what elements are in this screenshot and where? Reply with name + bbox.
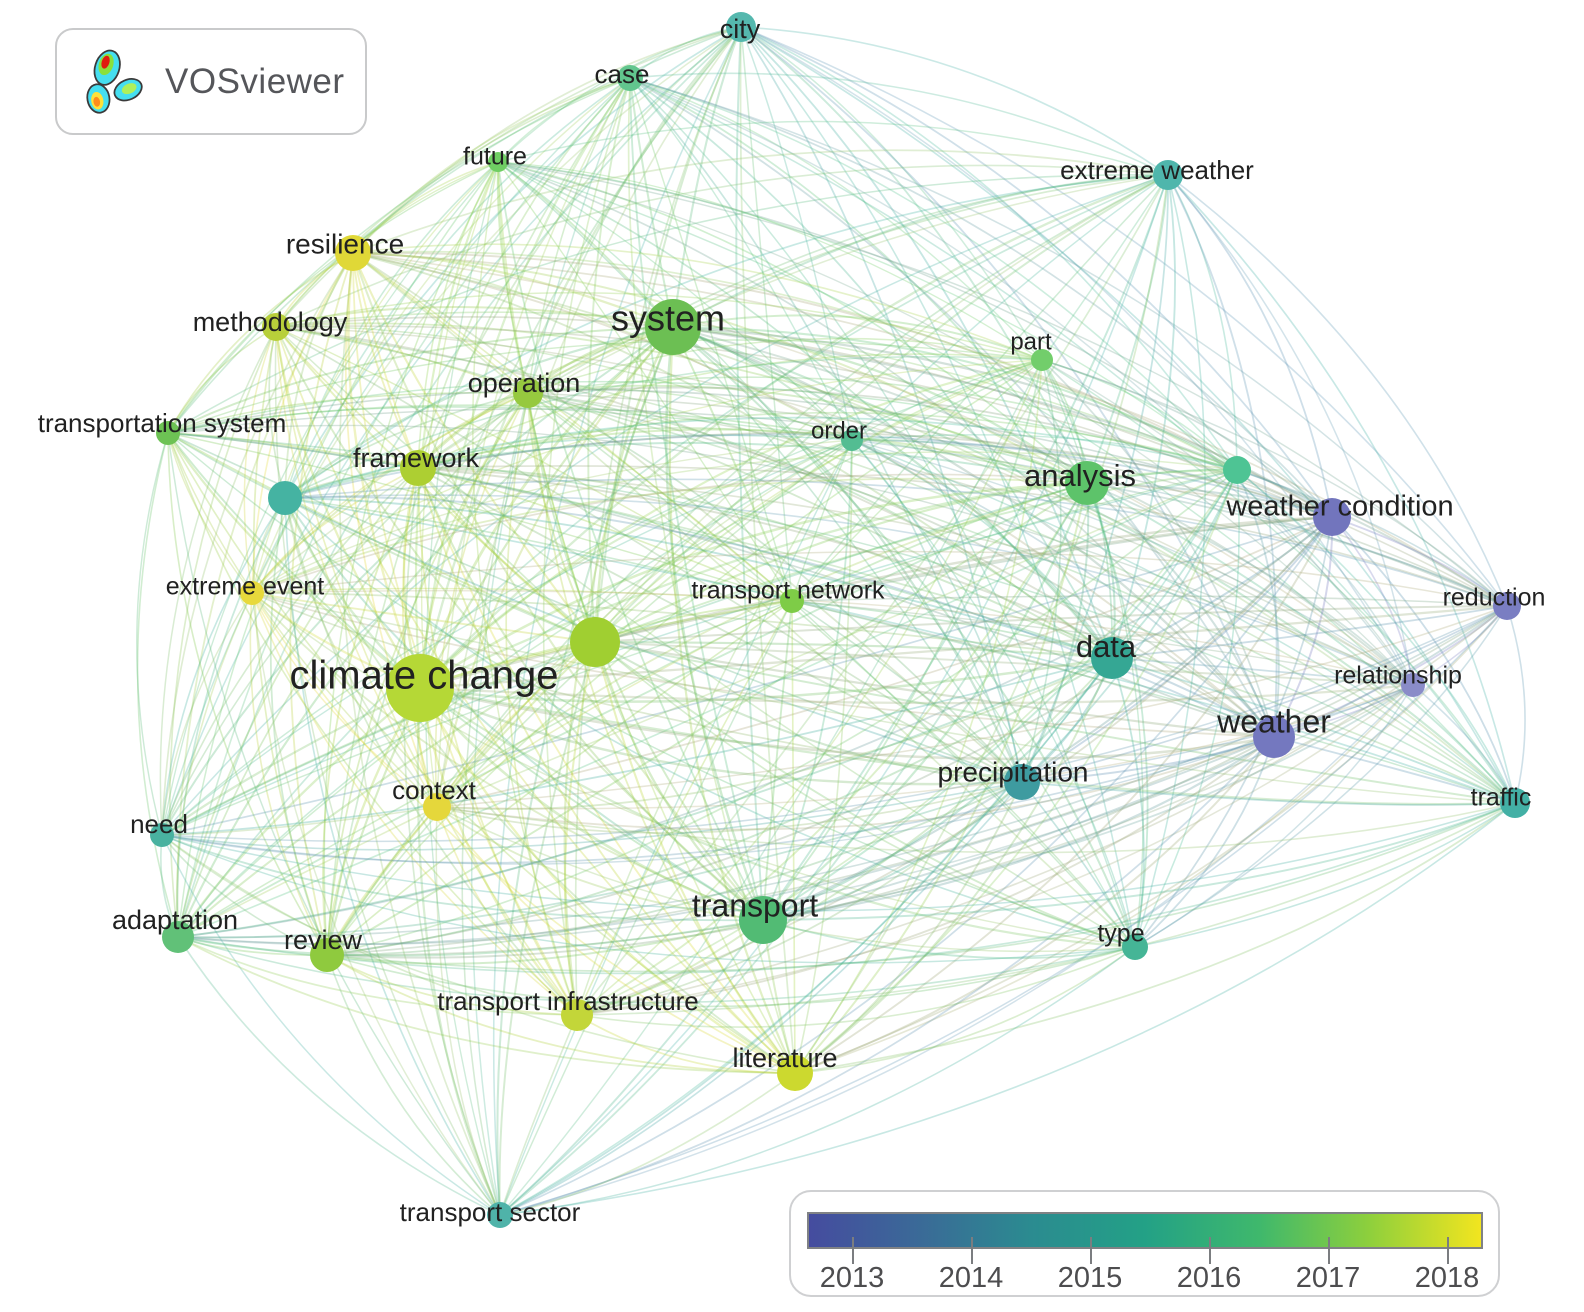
- node-label-future: future: [463, 143, 527, 171]
- node-label-relationship: relationship: [1334, 662, 1462, 690]
- node-label-transport-infrastructure: transport infrastructure: [437, 986, 699, 1016]
- legend-tick: [971, 1237, 973, 1264]
- node-extreme-weather[interactable]: [1153, 160, 1183, 190]
- legend-year-label: 2015: [1057, 1262, 1123, 1294]
- node-transport-sector[interactable]: [487, 1202, 513, 1228]
- legend-tick: [1328, 1237, 1330, 1264]
- node-label-extreme-event: extreme event: [166, 573, 324, 601]
- node-operation[interactable]: [513, 378, 543, 408]
- node-transportation-system[interactable]: [156, 421, 180, 445]
- node-label-extreme-weather: extreme weather: [1060, 155, 1254, 185]
- node-analysis[interactable]: [1065, 461, 1109, 505]
- legend-year-label: 2016: [1176, 1262, 1242, 1294]
- node-unlabeled[interactable]: [268, 481, 302, 515]
- node-label-weather: weather: [1216, 703, 1331, 739]
- node-transport-infrastructure[interactable]: [561, 999, 593, 1031]
- node-weather[interactable]: [1253, 716, 1295, 758]
- legend-tick: [1090, 1237, 1092, 1264]
- node-review[interactable]: [310, 938, 344, 972]
- node-unlabeled[interactable]: [1223, 456, 1251, 484]
- node-data[interactable]: [1091, 637, 1133, 679]
- node-methodology[interactable]: [262, 313, 290, 341]
- nodes: [150, 12, 1530, 1228]
- node-label-climate-change: climate change: [289, 654, 558, 698]
- vosviewer-logo: VOSviewer: [55, 28, 367, 135]
- node-order[interactable]: [841, 429, 863, 451]
- node-unlabeled[interactable]: [570, 617, 620, 667]
- legend-year-label: 2017: [1295, 1262, 1361, 1294]
- node-transport-network[interactable]: [780, 589, 804, 613]
- node-label-case: case: [595, 59, 650, 89]
- node-label-review: review: [284, 925, 363, 955]
- node-label-transport-network: transport network: [691, 577, 885, 605]
- node-label-order: order: [811, 417, 867, 444]
- node-label-transport-sector: transport sector: [400, 1197, 581, 1227]
- node-label-type: type: [1097, 920, 1144, 948]
- legend-tick: [1209, 1237, 1211, 1264]
- node-part[interactable]: [1031, 349, 1053, 371]
- node-need[interactable]: [150, 823, 174, 847]
- node-extreme-event[interactable]: [240, 581, 264, 605]
- node-label-transport: transport: [692, 887, 818, 923]
- node-system[interactable]: [645, 299, 701, 355]
- node-future[interactable]: [488, 152, 508, 172]
- node-label-literature: literature: [732, 1043, 837, 1073]
- legend-year-label: 2013: [819, 1262, 885, 1294]
- node-label-precipitation: precipitation: [938, 756, 1089, 787]
- node-label-methodology: methodology: [193, 307, 348, 337]
- legend-tick: [1447, 1237, 1449, 1264]
- node-label-reduction: reduction: [1443, 584, 1546, 612]
- node-label-weather-condition: weather condition: [1225, 491, 1453, 523]
- node-type[interactable]: [1122, 934, 1148, 960]
- node-climate-change[interactable]: [386, 654, 454, 722]
- node-traffic[interactable]: [1500, 788, 1530, 818]
- node-precipitation[interactable]: [1004, 764, 1040, 800]
- node-label-resilience: resilience: [286, 228, 404, 259]
- node-label-context: context: [392, 775, 477, 805]
- node-framework[interactable]: [400, 450, 436, 486]
- node-label-system: system: [611, 298, 725, 339]
- legend-gradient-bar: [807, 1212, 1483, 1249]
- edges: [136, 26, 1526, 1216]
- node-literature[interactable]: [777, 1055, 813, 1091]
- node-case[interactable]: [617, 65, 643, 91]
- legend-year-label: 2014: [938, 1262, 1004, 1294]
- node-city[interactable]: [726, 12, 756, 42]
- node-label-transportation-system: transportation system: [38, 408, 287, 438]
- node-transport[interactable]: [739, 896, 787, 944]
- node-label-need: need: [130, 809, 188, 839]
- node-adaptation[interactable]: [162, 921, 194, 953]
- node-reduction[interactable]: [1493, 592, 1521, 620]
- node-label-analysis: analysis: [1024, 458, 1136, 493]
- node-label-part: part: [1010, 328, 1052, 355]
- vosviewer-heatmap-icon: [86, 49, 143, 114]
- node-label-framework: framework: [353, 443, 480, 473]
- node-context[interactable]: [423, 793, 451, 821]
- node-relationship[interactable]: [1401, 673, 1425, 697]
- node-resilience[interactable]: [335, 235, 371, 271]
- logo-text: VOSviewer: [165, 61, 345, 101]
- node-label-traffic: traffic: [1471, 784, 1532, 812]
- node-label-adaptation: adaptation: [112, 905, 238, 935]
- node-label-city: city: [720, 14, 761, 44]
- year-color-legend: 2013 2014 2015 2016 2017 2018: [789, 1190, 1500, 1297]
- node-weather-condition[interactable]: [1313, 498, 1351, 536]
- legend-year-label: 2018: [1414, 1262, 1480, 1294]
- node-labels: city case future extreme weather resilience m…: [38, 14, 1546, 1227]
- legend-tick: [852, 1237, 854, 1264]
- node-label-operation: operation: [468, 368, 581, 398]
- node-label-data: data: [1076, 629, 1137, 664]
